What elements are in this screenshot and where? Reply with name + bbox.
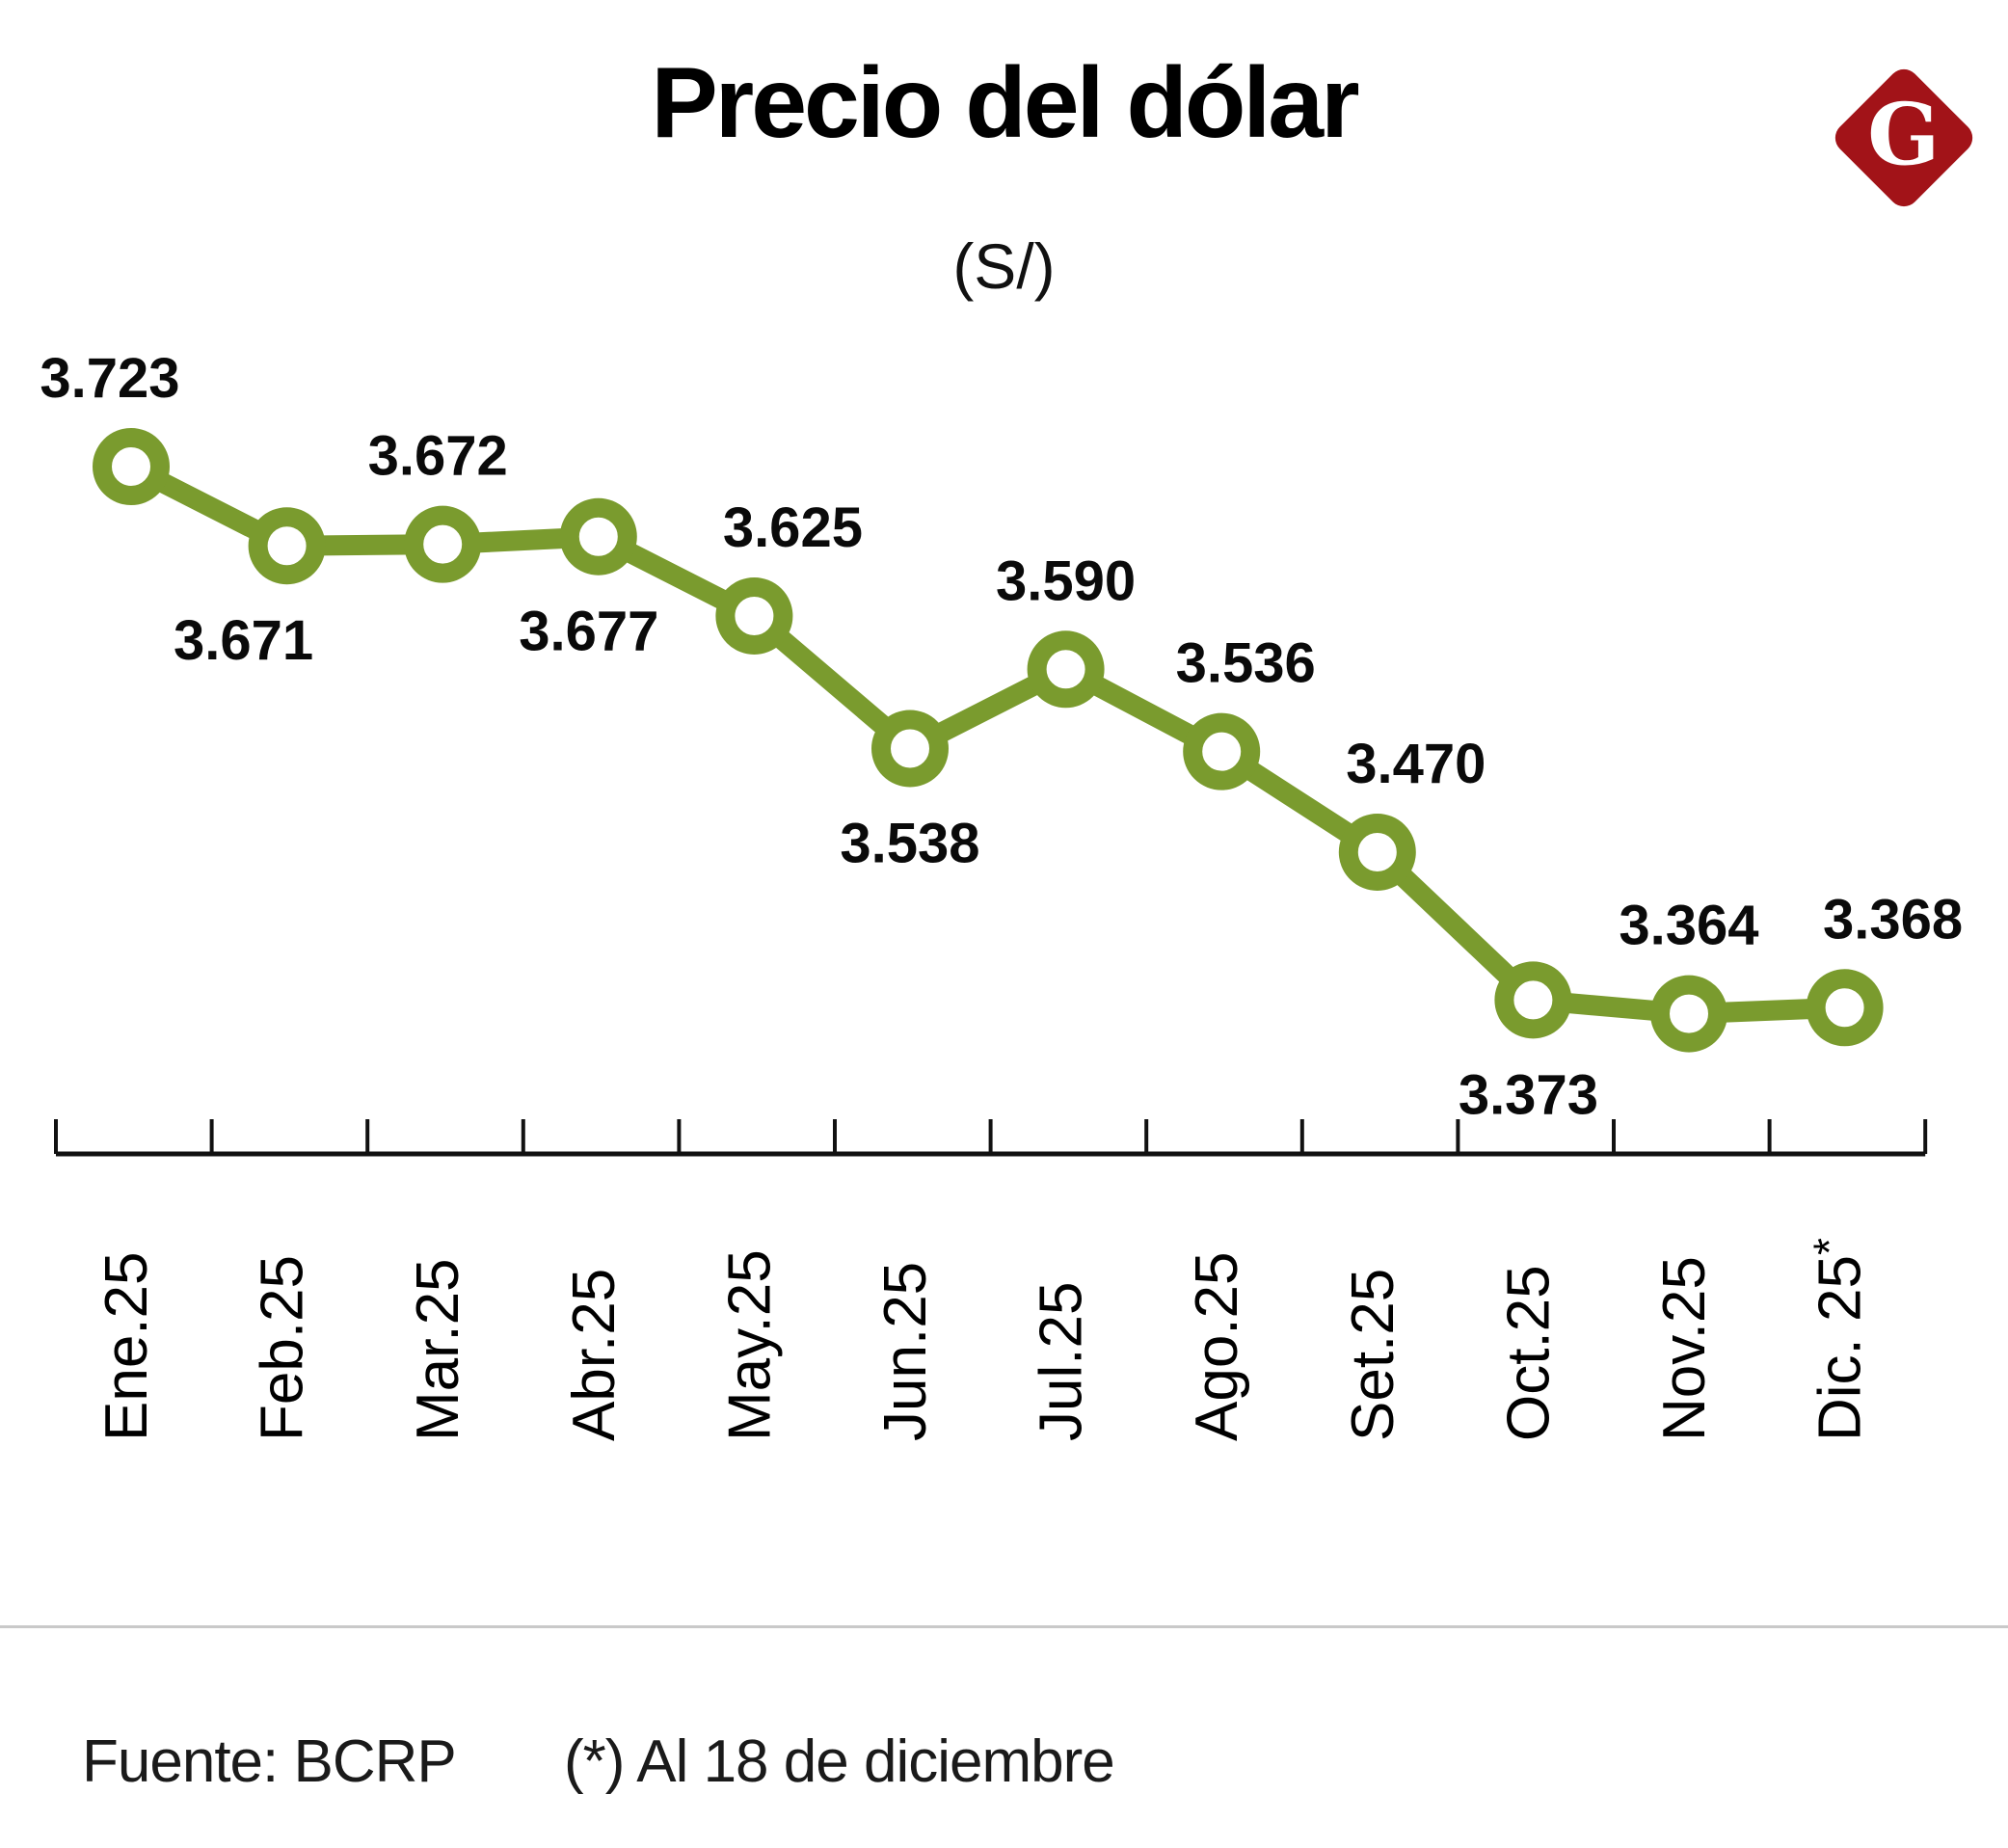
value-label: 3.538 [840,812,979,874]
value-label: 3.364 [1619,895,1758,957]
x-axis-label: Feb.25 [250,1255,316,1441]
value-label: 3.536 [1176,632,1316,695]
x-axis-label: May.25 [716,1249,783,1441]
data-point-marker [1494,961,1572,1039]
x-axis-label: Abr.25 [561,1269,628,1441]
data-point-marker [559,497,637,576]
x-axis-label: Ene.25 [94,1251,160,1441]
value-label: 3.625 [723,496,863,559]
value-label: 3.373 [1459,1063,1598,1126]
footnote-text: (*) Al 18 de diciembre [564,1728,1115,1795]
source-text: Fuente: BCRP [82,1728,457,1795]
price-line [126,457,1846,1025]
x-axis-label: Nov.25 [1651,1256,1718,1441]
value-label: 3.672 [368,425,508,488]
x-axis-label: Ago.25 [1184,1251,1250,1441]
x-axis-label: Mar.25 [405,1258,471,1441]
data-point-marker [404,505,482,583]
x-axis-label: Jun.25 [872,1262,939,1441]
chart-title: Precio del dólar [651,47,1359,159]
data-point-marker [1027,630,1105,709]
data-point-marker [1183,712,1261,790]
value-label: 3.671 [174,609,313,672]
data-point-marker [1338,813,1416,891]
x-axis-label: Dic. 25* [1805,1238,1874,1441]
chart-subtitle: (S/) [952,230,1056,302]
x-axis-label: Jul.25 [1029,1282,1095,1441]
x-axis-label: Oct.25 [1495,1265,1562,1441]
data-point-marker [248,507,326,585]
value-label: 3.590 [996,549,1136,612]
value-label: 3.723 [40,347,179,410]
x-axis-label: Set.25 [1340,1269,1406,1441]
data-point-marker [1806,969,1884,1047]
data-point-marker [715,576,793,655]
value-label: 3.368 [1823,888,1963,951]
data-point-marker [1650,975,1727,1053]
data-point-marker [871,710,949,788]
footer-divider [0,1625,2008,1628]
value-label: 3.677 [519,601,658,663]
data-point-marker [93,428,170,505]
value-label: 3.470 [1346,733,1486,795]
